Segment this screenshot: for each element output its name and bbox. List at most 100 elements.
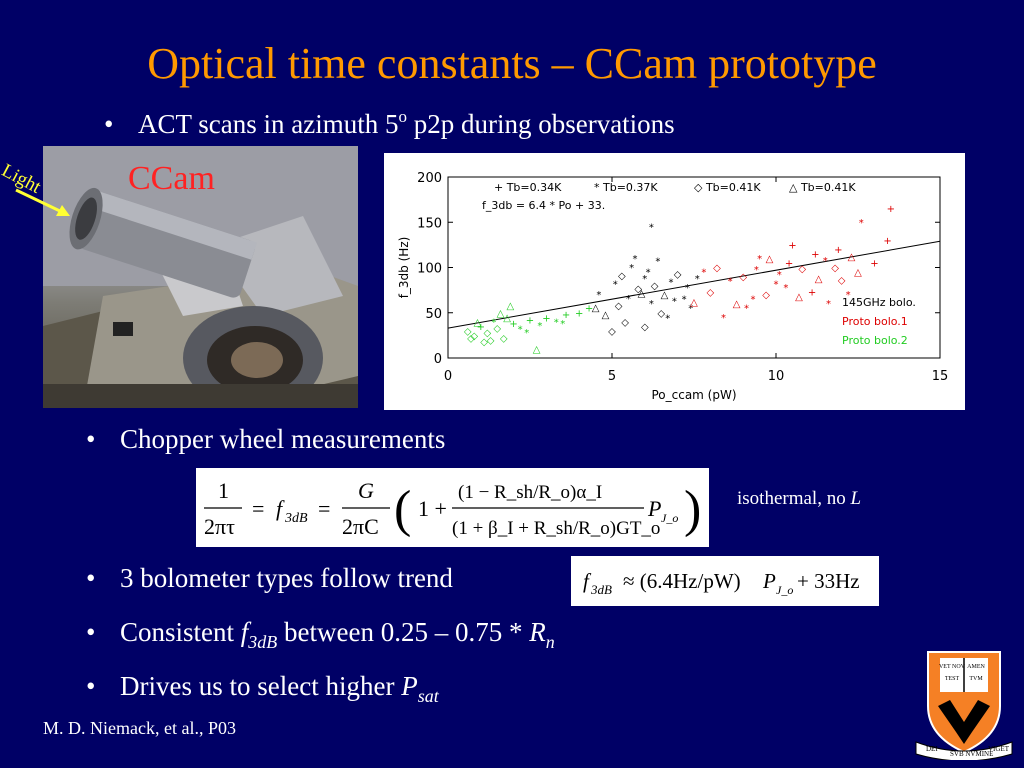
data-point: + — [788, 240, 796, 251]
bullet-consistent-f3db: • Consistent f3dB between 0.25 – 0.75 * R… — [86, 617, 555, 652]
data-point: ◇ — [615, 301, 623, 312]
data-point: ◇ — [739, 272, 747, 283]
slide-title: Optical time constants – CCam prototype — [147, 39, 877, 88]
data-point: △ — [497, 308, 505, 319]
data-point: ◇ — [487, 335, 495, 346]
data-point: ◇ — [608, 326, 616, 337]
data-point: + — [808, 287, 816, 298]
data-point: * — [632, 254, 637, 265]
data-point: ◇ — [674, 269, 682, 280]
data-point: ◇ — [493, 324, 501, 335]
legend-top-item: △ Tb=0.41K — [789, 181, 856, 194]
data-point: * — [721, 313, 726, 324]
shield-ribbon-mid: SVB NVMINE — [950, 750, 993, 758]
data-point: * — [751, 295, 756, 306]
data-point: * — [518, 325, 523, 336]
x-tick-label: 15 — [932, 369, 949, 384]
data-point: △ — [690, 297, 698, 308]
princeton-shield-logo: VET NOV TEST AMEN TVM DEI SVB NVMINE VIG… — [915, 651, 1013, 760]
data-point: * — [596, 290, 601, 301]
svg-text:f: f — [276, 496, 285, 521]
data-point: △ — [474, 317, 482, 328]
data-point: △ — [848, 252, 856, 263]
svg-text:2πτ: 2πτ — [204, 514, 235, 539]
legend-bottom-item: Proto bolo.2 — [842, 334, 908, 347]
data-point: * — [491, 317, 496, 328]
data-point: * — [728, 277, 733, 288]
data-point: △ — [638, 288, 646, 299]
shield-ribbon-right: VIGET — [988, 745, 1010, 753]
y-tick-label: 0 — [434, 352, 442, 367]
data-point: + — [575, 308, 583, 319]
data-point: * — [682, 295, 687, 306]
data-point: + — [562, 310, 570, 321]
data-point: + — [887, 204, 895, 215]
data-point: △ — [503, 313, 511, 324]
data-point: + — [785, 258, 793, 269]
svg-text:(1 − R_sh/R_o)α_I: (1 − R_sh/R_o)α_I — [458, 482, 602, 503]
data-point: * — [823, 256, 828, 267]
data-point: * — [649, 222, 654, 233]
data-point: + — [585, 304, 593, 315]
data-point: △ — [854, 268, 862, 279]
svg-text:3dB: 3dB — [590, 582, 612, 597]
data-point: ◇ — [707, 287, 715, 298]
data-point: * — [695, 274, 700, 285]
data-point: * — [560, 319, 565, 330]
data-point: △ — [533, 344, 541, 355]
data-point: * — [777, 270, 782, 281]
y-tick-label: 100 — [417, 262, 442, 277]
legend-top-item: + Tb=0.34K — [494, 181, 562, 194]
data-point: * — [554, 317, 559, 328]
data-point: ◇ — [484, 328, 492, 339]
data-point: + — [477, 322, 485, 333]
data-point: ◇ — [657, 308, 665, 319]
data-point: △ — [661, 290, 669, 301]
legend-top-item: ◇ Tb=0.41K — [694, 181, 761, 194]
shield-ribbon-left: DEI — [926, 745, 938, 753]
x-axis-label: Po_ccam (pW) — [651, 388, 736, 402]
bullet-three-types: • 3 bolometer types follow trend — [86, 563, 453, 593]
data-point: * — [524, 328, 529, 339]
svg-text:1: 1 — [218, 478, 229, 503]
data-point: + — [834, 245, 842, 256]
svg-text:=: = — [318, 496, 330, 521]
data-point: + — [870, 258, 878, 269]
bullet-psat: • Drives us to select higher Psat — [86, 671, 439, 706]
ccam-label: CCam — [128, 160, 215, 197]
data-point: ◇ — [713, 263, 721, 274]
data-point: ◇ — [470, 331, 478, 342]
data-point: * — [646, 268, 651, 279]
svg-text:(: ( — [394, 481, 411, 538]
data-point: △ — [506, 301, 514, 312]
data-point: * — [665, 314, 670, 325]
data-point: △ — [602, 310, 610, 321]
light-arrow-icon — [15, 188, 70, 216]
data-point: ◇ — [467, 334, 475, 345]
bullet-dot: • — [104, 109, 114, 139]
data-point: ◇ — [618, 271, 626, 282]
data-point: ◇ — [500, 334, 508, 345]
data-point: * — [672, 296, 677, 307]
fit-line — [447, 240, 941, 329]
data-point: * — [754, 265, 759, 276]
data-point: ◇ — [634, 284, 642, 295]
svg-text:≈ (6.4Hz/pW): ≈ (6.4Hz/pW) — [623, 569, 741, 593]
data-point: ◇ — [798, 264, 806, 275]
data-point: * — [629, 263, 634, 274]
y-tick-label: 200 — [417, 171, 442, 186]
data-point: * — [783, 283, 788, 294]
data-point: + — [542, 314, 550, 325]
x-tick-label: 10 — [768, 369, 785, 384]
data-point: + — [509, 319, 517, 330]
data-point: △ — [795, 292, 803, 303]
y-tick-label: 50 — [425, 307, 442, 322]
data-point: * — [655, 257, 660, 268]
svg-text:f: f — [583, 569, 592, 593]
data-point: ◇ — [464, 326, 472, 337]
legend-bottom-item: Proto bolo.1 — [842, 315, 908, 328]
svg-text:G: G — [358, 478, 374, 503]
data-point: * — [826, 299, 831, 310]
svg-text:J_o: J_o — [776, 583, 793, 597]
